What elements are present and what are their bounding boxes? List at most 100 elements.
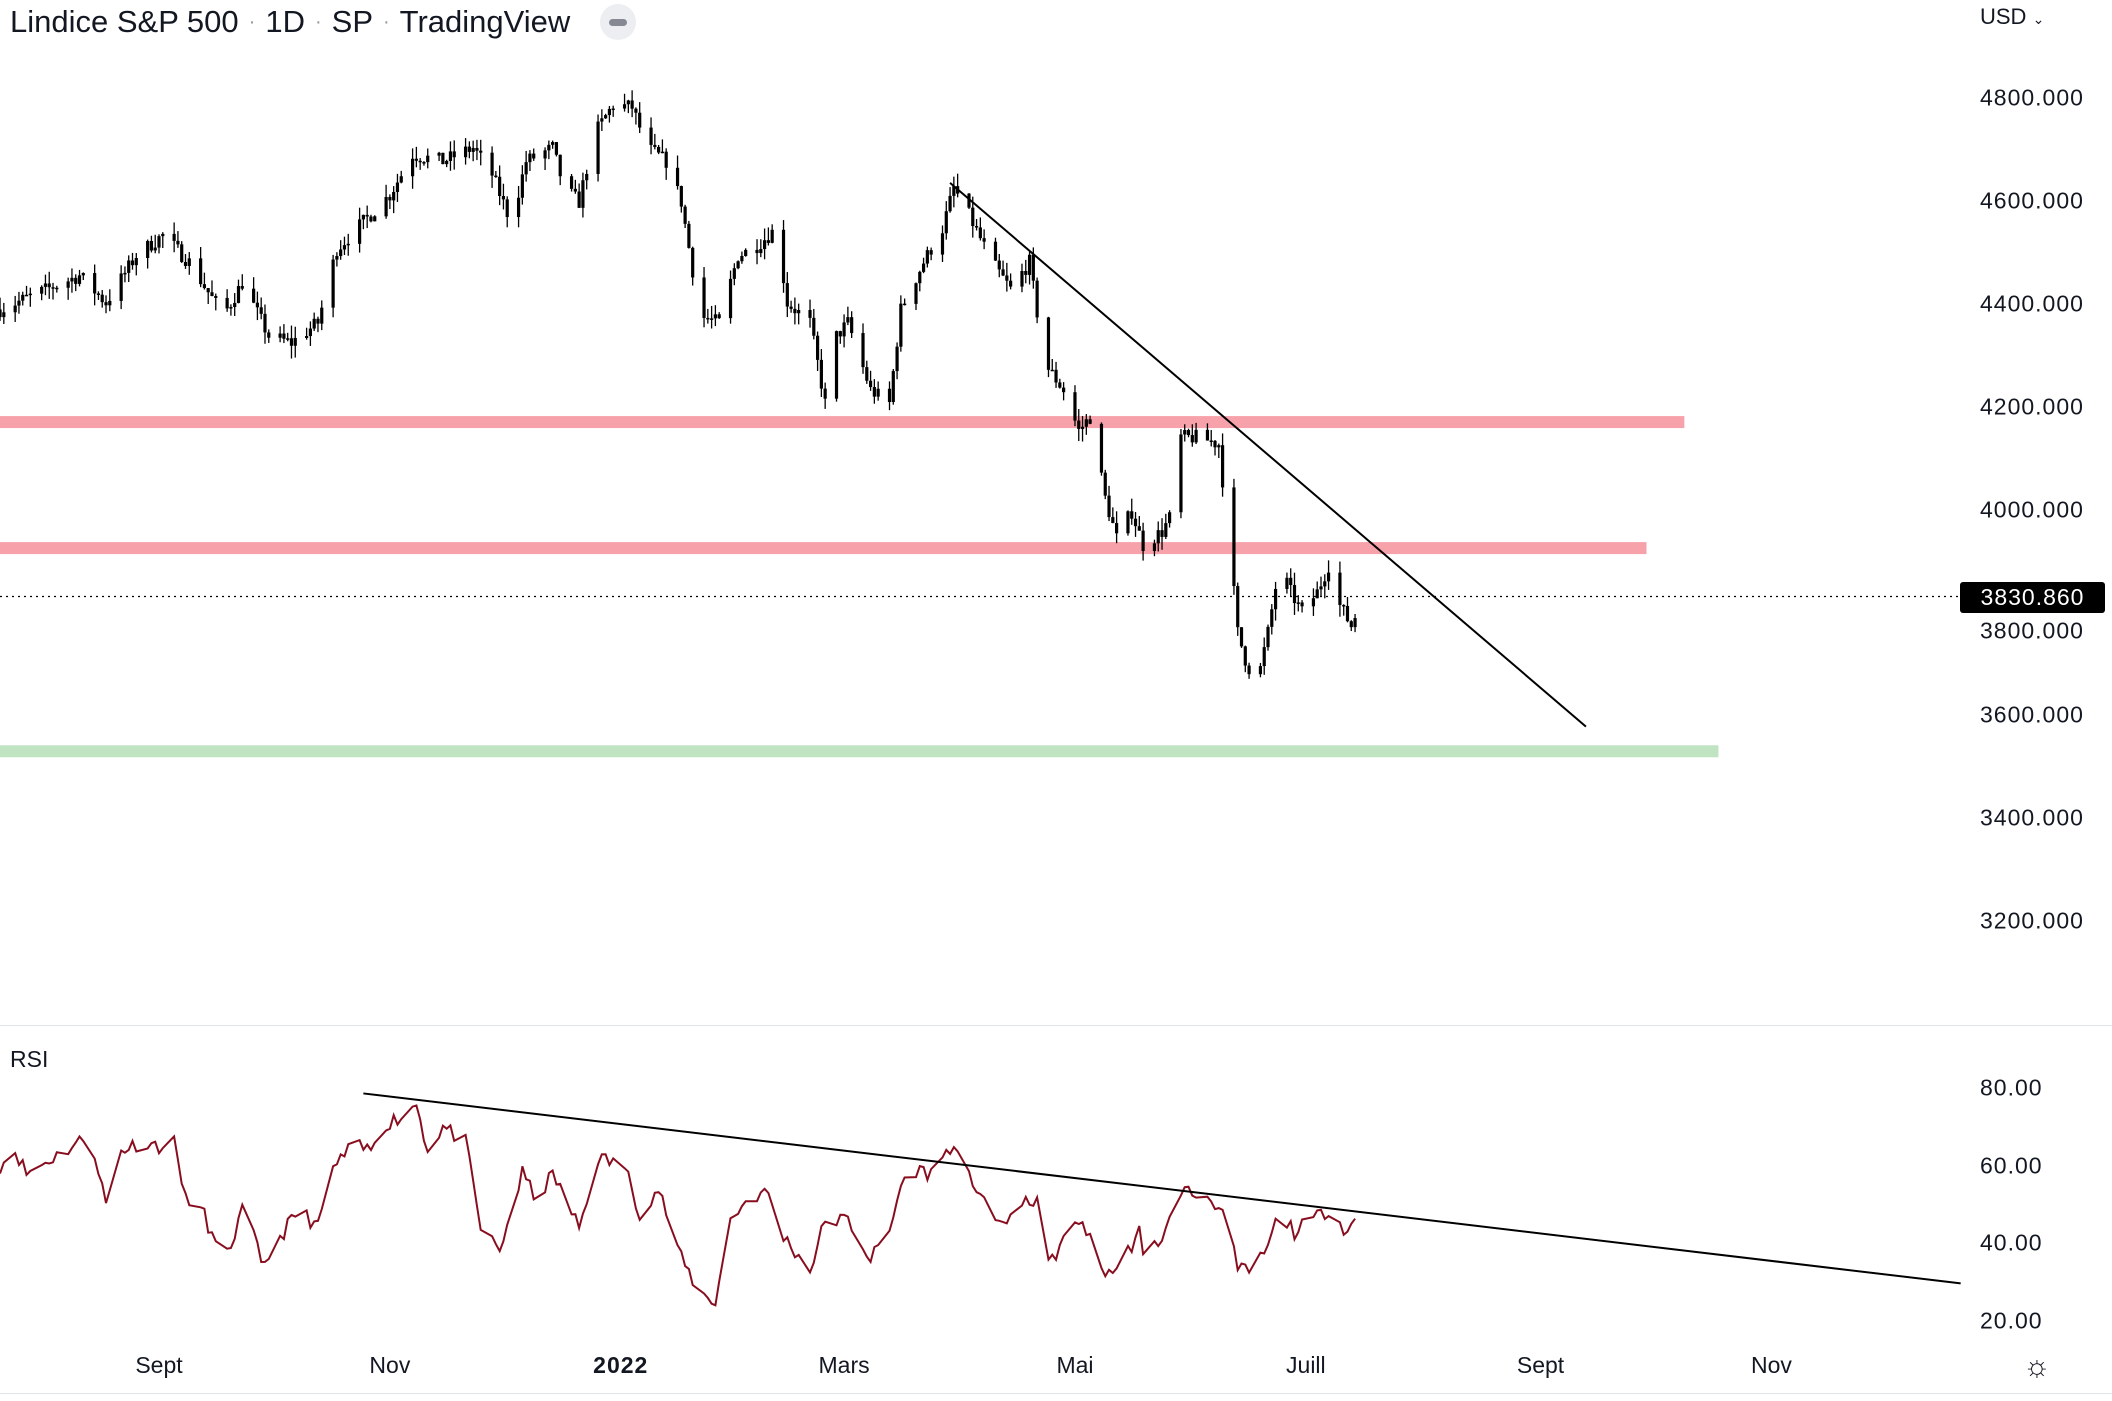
candle-body — [834, 331, 839, 399]
candle-body — [1099, 423, 1104, 473]
candle-body — [305, 336, 309, 338]
candle-body — [51, 287, 55, 289]
candle-body — [543, 150, 547, 159]
candle-body — [21, 294, 25, 301]
resistance-zone — [0, 542, 1647, 555]
candle-body — [104, 302, 108, 306]
candle-body — [1209, 440, 1213, 443]
candle-body — [581, 180, 585, 208]
candle-body — [789, 306, 793, 309]
candle-body — [1111, 517, 1115, 524]
candle-body — [24, 294, 29, 297]
candle-body — [887, 388, 892, 403]
price-trendline — [949, 182, 1587, 728]
candle-body — [785, 283, 789, 307]
candle-body — [236, 286, 241, 303]
candle-body — [199, 258, 203, 285]
candle-body — [452, 151, 456, 158]
separator-dot: · — [248, 10, 256, 33]
candle-body — [1062, 387, 1066, 393]
candle-body — [967, 193, 971, 208]
candle-body — [891, 371, 895, 403]
pane-separator[interactable] — [0, 1025, 2112, 1026]
candle-body — [736, 261, 740, 269]
candle-body — [373, 216, 377, 222]
collapse-button[interactable] — [600, 4, 637, 40]
candle-body — [1024, 270, 1028, 275]
candle-body — [17, 300, 21, 306]
candle-body — [176, 240, 180, 245]
candle-body — [1190, 435, 1194, 443]
candle-body — [100, 294, 104, 303]
candle-body — [638, 112, 642, 128]
candle-body — [895, 346, 899, 372]
candle-body — [395, 182, 400, 192]
candle-body — [657, 146, 661, 153]
candle-body — [1220, 445, 1225, 488]
candle-body — [233, 302, 237, 308]
candle-body — [876, 388, 880, 397]
candle-body — [971, 207, 975, 227]
price-axis-label: 3200.000 — [1980, 907, 2084, 934]
candle-body — [1130, 511, 1134, 519]
price-axis-label: 4200.000 — [1980, 393, 2084, 420]
candle-body — [1186, 430, 1191, 436]
candle-body — [1205, 429, 1210, 441]
candle-body — [687, 223, 691, 248]
candle-body — [604, 115, 608, 119]
candle-body — [660, 151, 665, 154]
symbol-name[interactable]: Lindice S&P 500 — [10, 4, 239, 39]
candle-body — [1247, 665, 1251, 675]
candle-body — [1152, 543, 1157, 551]
candle-body — [149, 240, 154, 251]
candle-body — [414, 158, 418, 161]
candle-body — [1345, 605, 1350, 622]
candle-body — [706, 317, 710, 320]
rsi-axis-label: 80.00 — [1980, 1074, 2043, 1101]
time-axis-label: Mai — [1056, 1352, 1094, 1378]
candle-body — [520, 174, 524, 198]
candle-body — [1292, 585, 1297, 604]
candle-body — [441, 152, 445, 165]
candle-body — [172, 233, 176, 241]
candle-body — [524, 162, 528, 175]
candle-body — [770, 229, 774, 243]
separator-dot: · — [314, 10, 322, 33]
candle-body — [861, 333, 865, 368]
price-axis-label: 4000.000 — [1980, 496, 2084, 523]
candle-body — [28, 293, 32, 296]
currency-selector[interactable]: USD ⌄ — [1980, 4, 2044, 30]
candle-body — [846, 317, 850, 323]
candle-body — [93, 273, 97, 294]
candle-body — [263, 313, 267, 333]
candle-body — [868, 380, 873, 388]
candle-body — [744, 249, 748, 256]
candle-body — [554, 142, 559, 155]
candle-body — [1020, 270, 1024, 287]
candle-body — [929, 250, 933, 255]
candle-body — [1213, 440, 1217, 448]
candle-body — [1266, 626, 1270, 648]
candle-body — [399, 176, 403, 183]
candle-body — [585, 173, 589, 181]
interval[interactable]: 1D — [265, 4, 305, 39]
candle-body — [600, 118, 604, 122]
candle-body — [808, 310, 812, 318]
candle-body — [921, 263, 926, 272]
candle-body — [1262, 647, 1266, 667]
candle-body — [293, 337, 297, 346]
candle-body — [713, 314, 717, 319]
candle-body — [914, 283, 918, 304]
candle-body — [255, 302, 260, 308]
time-axis-label: Nov — [369, 1352, 411, 1378]
candle-body — [187, 258, 191, 266]
candle-body — [1126, 511, 1130, 534]
rsi-axis-label: 60.00 — [1980, 1152, 2043, 1179]
candle-body — [1103, 472, 1107, 496]
candle-body — [683, 206, 687, 224]
price-axis-label: 4600.000 — [1980, 187, 2084, 214]
chart-title: Lindice S&P 500 · 1D · SP · TradingView — [10, 4, 637, 40]
candle-body — [1077, 420, 1081, 429]
settings-icon[interactable]: ☼ — [2023, 1350, 2051, 1383]
